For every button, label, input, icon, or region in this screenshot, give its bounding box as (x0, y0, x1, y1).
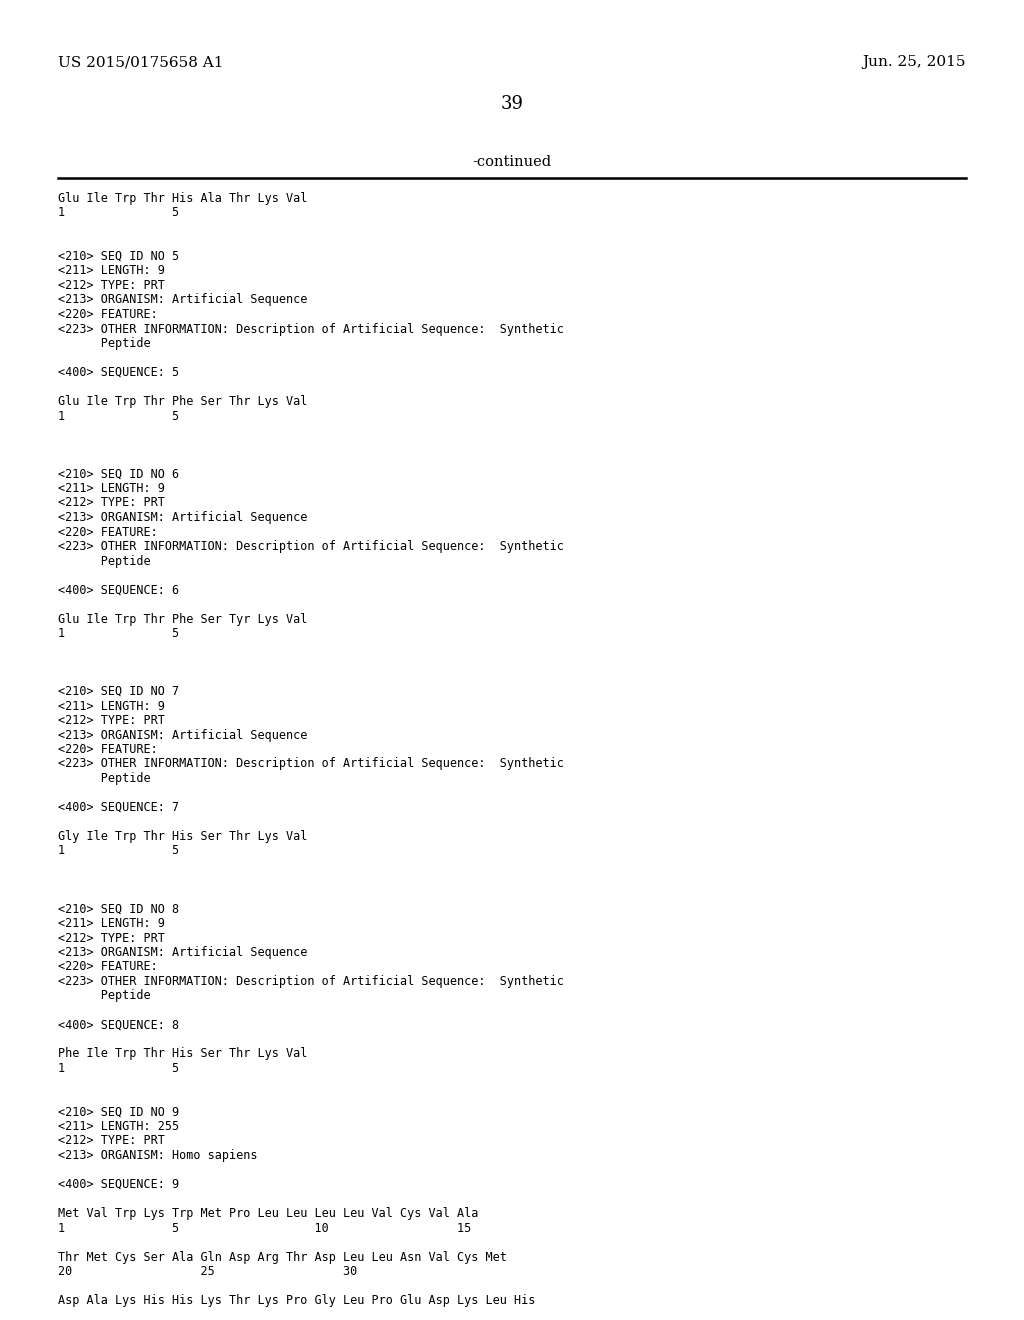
Text: Asp Ala Lys His His Lys Thr Lys Pro Gly Leu Pro Glu Asp Lys Leu His: Asp Ala Lys His His Lys Thr Lys Pro Gly … (58, 1294, 536, 1307)
Text: <400> SEQUENCE: 5: <400> SEQUENCE: 5 (58, 366, 179, 379)
Text: <400> SEQUENCE: 7: <400> SEQUENCE: 7 (58, 801, 179, 814)
Text: 1               5: 1 5 (58, 845, 179, 858)
Text: <211> LENGTH: 255: <211> LENGTH: 255 (58, 1119, 179, 1133)
Text: <223> OTHER INFORMATION: Description of Artificial Sequence:  Synthetic: <223> OTHER INFORMATION: Description of … (58, 540, 564, 553)
Text: Peptide: Peptide (58, 554, 151, 568)
Text: <213> ORGANISM: Artificial Sequence: <213> ORGANISM: Artificial Sequence (58, 293, 307, 306)
Text: US 2015/0175658 A1: US 2015/0175658 A1 (58, 55, 223, 69)
Text: Glu Ile Trp Thr Phe Ser Thr Lys Val: Glu Ile Trp Thr Phe Ser Thr Lys Val (58, 395, 307, 408)
Text: Peptide: Peptide (58, 990, 151, 1002)
Text: Glu Ile Trp Thr Phe Ser Tyr Lys Val: Glu Ile Trp Thr Phe Ser Tyr Lys Val (58, 612, 307, 626)
Text: <213> ORGANISM: Artificial Sequence: <213> ORGANISM: Artificial Sequence (58, 511, 307, 524)
Text: <210> SEQ ID NO 8: <210> SEQ ID NO 8 (58, 903, 179, 916)
Text: <212> TYPE: PRT: <212> TYPE: PRT (58, 279, 165, 292)
Text: <220> FEATURE:: <220> FEATURE: (58, 743, 158, 756)
Text: <212> TYPE: PRT: <212> TYPE: PRT (58, 1134, 165, 1147)
Text: Peptide: Peptide (58, 772, 151, 785)
Text: <220> FEATURE:: <220> FEATURE: (58, 308, 158, 321)
Text: 1               5                   10                  15: 1 5 10 15 (58, 1221, 471, 1234)
Text: <223> OTHER INFORMATION: Description of Artificial Sequence:  Synthetic: <223> OTHER INFORMATION: Description of … (58, 322, 564, 335)
Text: Phe Ile Trp Thr His Ser Thr Lys Val: Phe Ile Trp Thr His Ser Thr Lys Val (58, 1048, 307, 1060)
Text: <223> OTHER INFORMATION: Description of Artificial Sequence:  Synthetic: <223> OTHER INFORMATION: Description of … (58, 758, 564, 771)
Text: <220> FEATURE:: <220> FEATURE: (58, 961, 158, 974)
Text: <211> LENGTH: 9: <211> LENGTH: 9 (58, 482, 165, 495)
Text: <212> TYPE: PRT: <212> TYPE: PRT (58, 714, 165, 727)
Text: <400> SEQUENCE: 6: <400> SEQUENCE: 6 (58, 583, 179, 597)
Text: Gly Ile Trp Thr His Ser Thr Lys Val: Gly Ile Trp Thr His Ser Thr Lys Val (58, 830, 307, 843)
Text: Peptide: Peptide (58, 337, 151, 350)
Text: <211> LENGTH: 9: <211> LENGTH: 9 (58, 917, 165, 931)
Text: 1               5: 1 5 (58, 627, 179, 640)
Text: <212> TYPE: PRT: <212> TYPE: PRT (58, 496, 165, 510)
Text: <400> SEQUENCE: 9: <400> SEQUENCE: 9 (58, 1177, 179, 1191)
Text: <210> SEQ ID NO 6: <210> SEQ ID NO 6 (58, 467, 179, 480)
Text: Met Val Trp Lys Trp Met Pro Leu Leu Leu Leu Val Cys Val Ala: Met Val Trp Lys Trp Met Pro Leu Leu Leu … (58, 1206, 478, 1220)
Text: <211> LENGTH: 9: <211> LENGTH: 9 (58, 700, 165, 713)
Text: Glu Ile Trp Thr His Ala Thr Lys Val: Glu Ile Trp Thr His Ala Thr Lys Val (58, 191, 307, 205)
Text: <400> SEQUENCE: 8: <400> SEQUENCE: 8 (58, 1019, 179, 1031)
Text: <210> SEQ ID NO 7: <210> SEQ ID NO 7 (58, 685, 179, 698)
Text: <213> ORGANISM: Artificial Sequence: <213> ORGANISM: Artificial Sequence (58, 729, 307, 742)
Text: -continued: -continued (472, 154, 552, 169)
Text: Thr Met Cys Ser Ala Gln Asp Arg Thr Asp Leu Leu Asn Val Cys Met: Thr Met Cys Ser Ala Gln Asp Arg Thr Asp … (58, 1250, 507, 1263)
Text: <220> FEATURE:: <220> FEATURE: (58, 525, 158, 539)
Text: <213> ORGANISM: Artificial Sequence: <213> ORGANISM: Artificial Sequence (58, 946, 307, 960)
Text: <211> LENGTH: 9: <211> LENGTH: 9 (58, 264, 165, 277)
Text: 39: 39 (501, 95, 523, 114)
Text: <210> SEQ ID NO 5: <210> SEQ ID NO 5 (58, 249, 179, 263)
Text: <212> TYPE: PRT: <212> TYPE: PRT (58, 932, 165, 945)
Text: <223> OTHER INFORMATION: Description of Artificial Sequence:  Synthetic: <223> OTHER INFORMATION: Description of … (58, 975, 564, 987)
Text: Jun. 25, 2015: Jun. 25, 2015 (862, 55, 966, 69)
Text: 20                  25                  30: 20 25 30 (58, 1265, 357, 1278)
Text: 1               5: 1 5 (58, 1063, 179, 1074)
Text: <210> SEQ ID NO 9: <210> SEQ ID NO 9 (58, 1106, 179, 1118)
Text: 1               5: 1 5 (58, 206, 179, 219)
Text: 1               5: 1 5 (58, 409, 179, 422)
Text: <213> ORGANISM: Homo sapiens: <213> ORGANISM: Homo sapiens (58, 1148, 257, 1162)
